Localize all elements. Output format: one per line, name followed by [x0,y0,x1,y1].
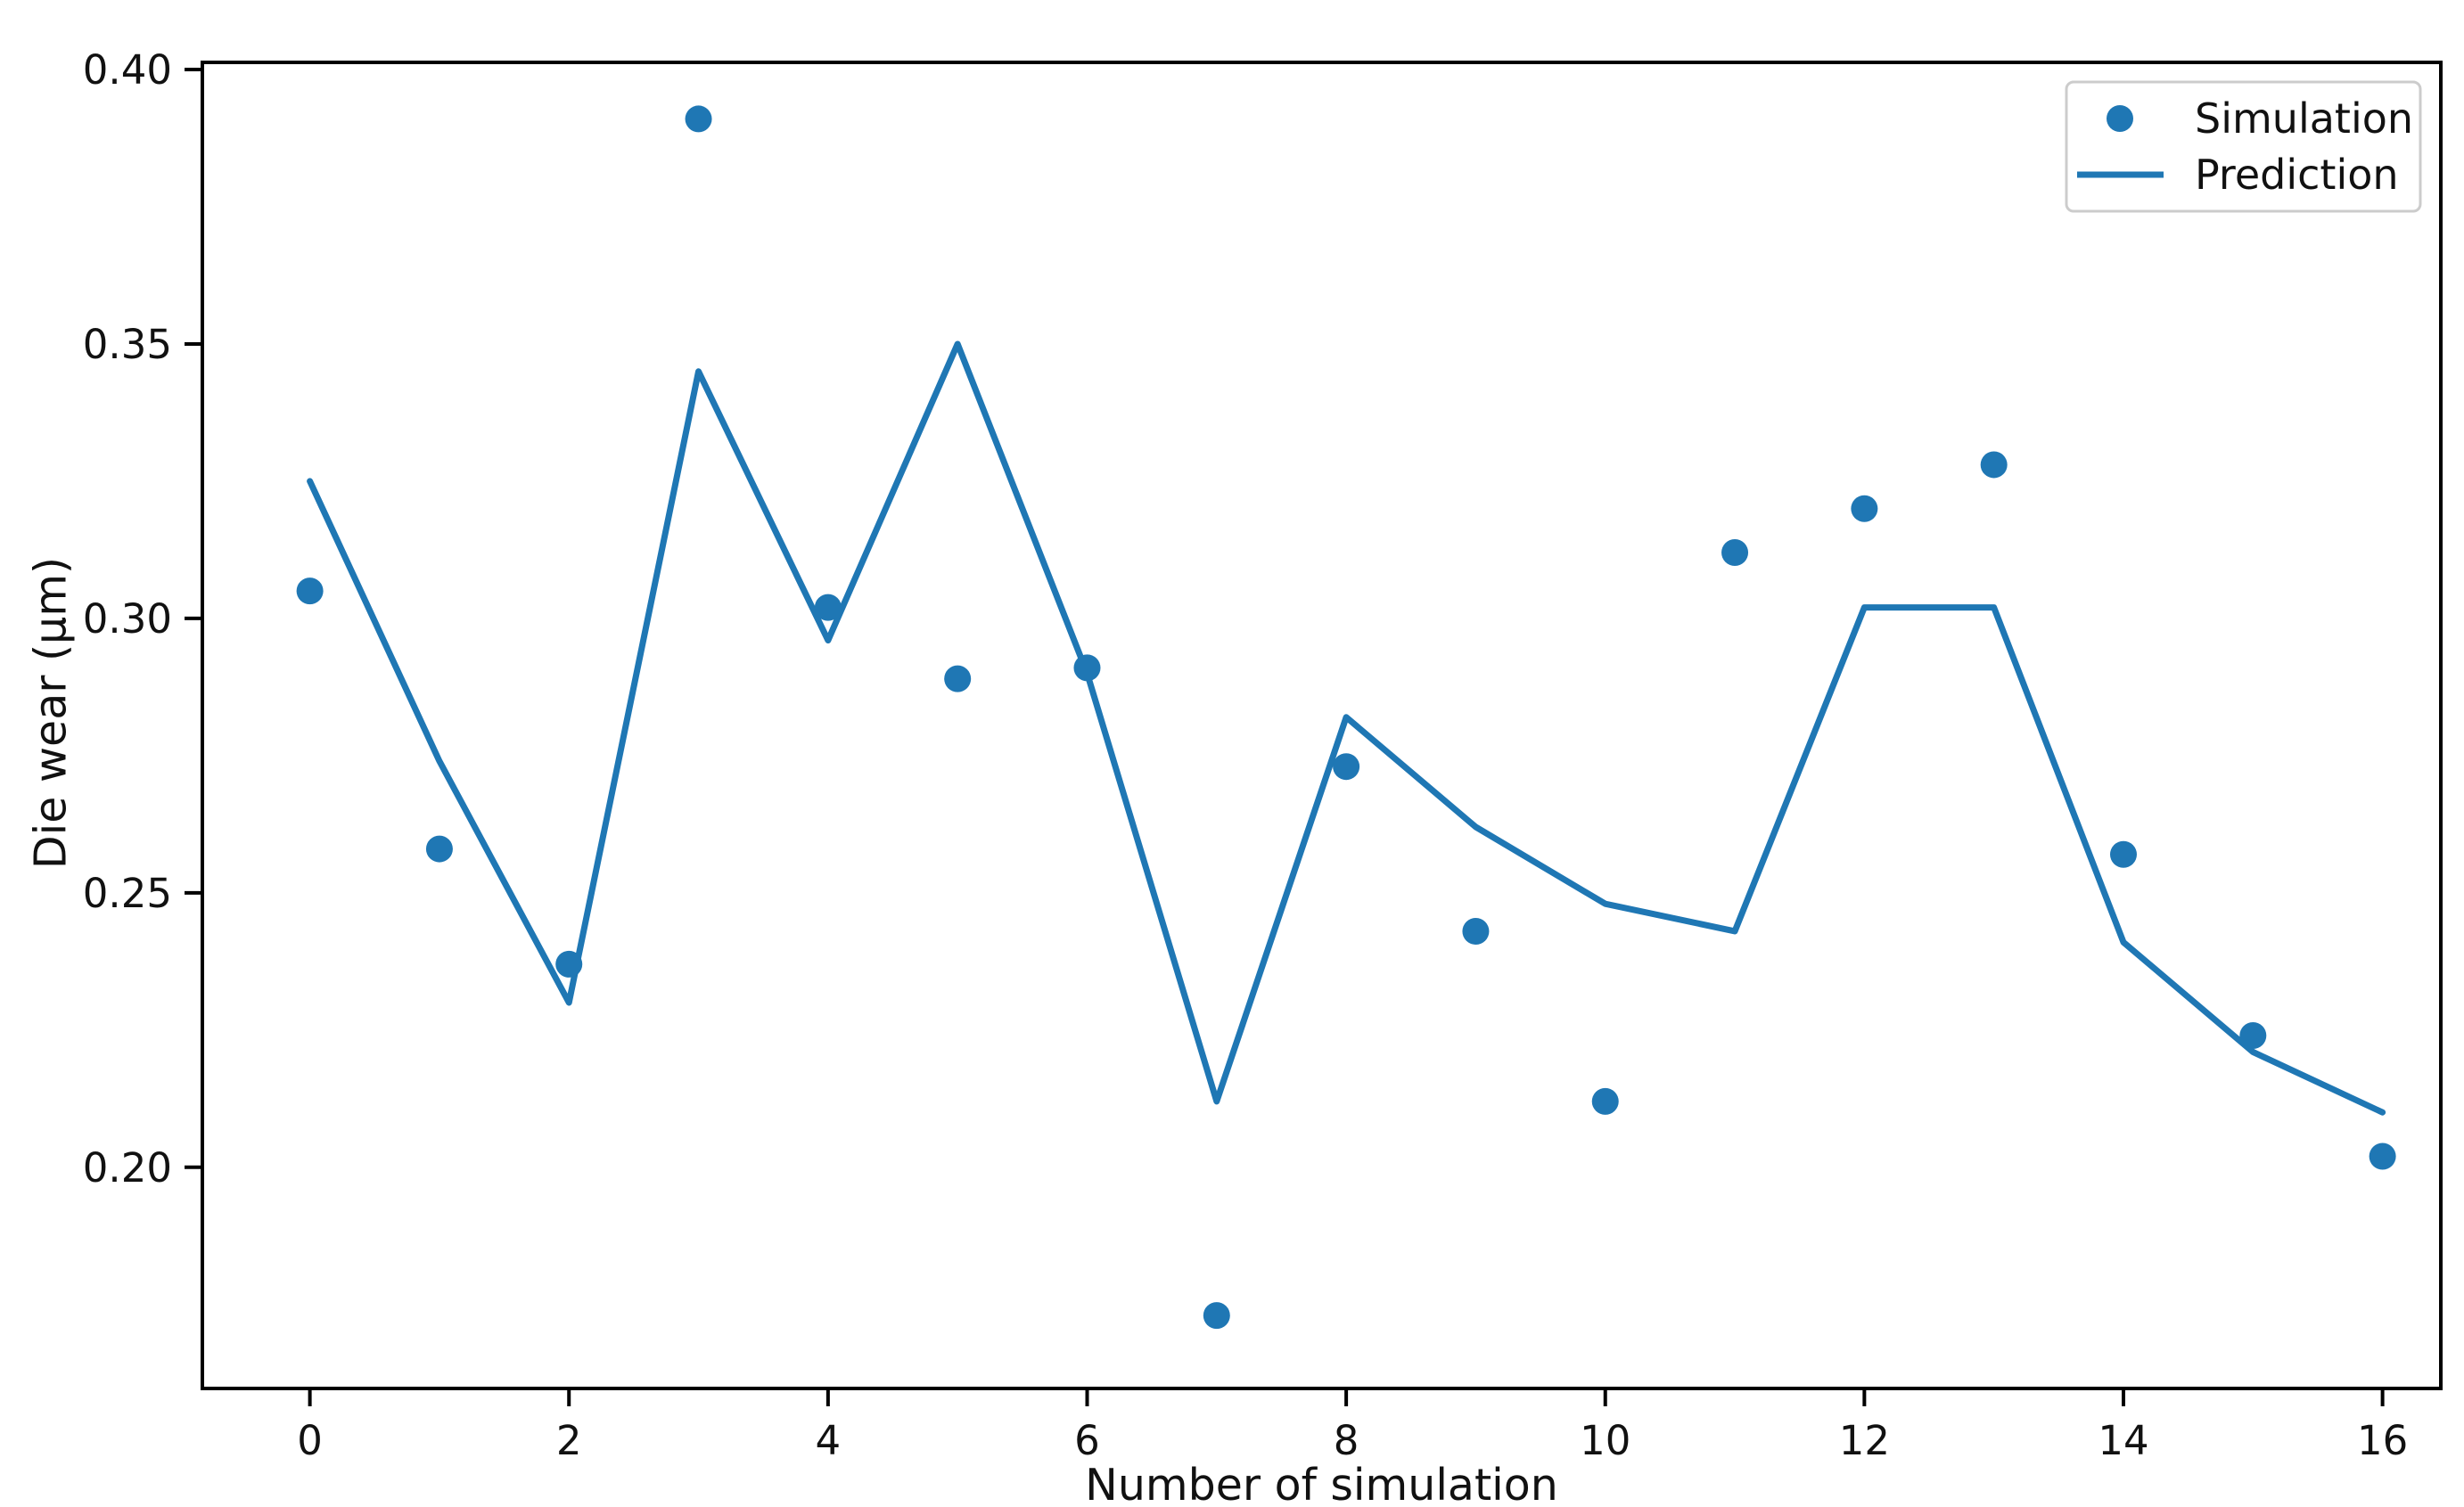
legend-marker-dot-icon [2107,105,2133,132]
x-tick-label: 2 [556,1417,582,1464]
x-tick-label: 16 [2357,1417,2408,1464]
y-tick-label: 0.25 [83,870,172,917]
simulation-point [944,665,972,692]
x-tick-label: 10 [1580,1417,1630,1464]
y-axis-label: Die wear (μm) [25,556,77,870]
x-tick-label: 4 [816,1417,842,1464]
y-tick-label: 0.35 [83,321,172,368]
simulation-point [1851,495,1878,522]
legend [2065,80,2422,213]
simulation-point [1721,538,1749,566]
simulation-point [2239,1021,2267,1049]
x-tick-label: 6 [1074,1417,1100,1464]
x-axis-label: Number of simulation [1085,1460,1558,1507]
y-tick-label: 0.30 [83,595,172,643]
simulation-point [1980,451,2008,479]
simulation-point [425,835,453,863]
legend-entry-label: Simulation [2195,94,2413,143]
simulation-point [2109,840,2137,868]
y-tick-label: 0.20 [83,1144,172,1192]
simulation-point [1462,917,1490,945]
simulation-point [1073,654,1101,682]
legend-entry-label: Prediction [2195,151,2399,199]
x-tick-label: 0 [297,1417,323,1464]
prediction-line [307,340,2386,1116]
simulation-point [296,577,324,605]
simulation-point [2369,1143,2396,1170]
simulation-point [555,950,583,978]
simulation-point [1203,1302,1230,1330]
x-tick-label: 12 [1839,1417,1890,1464]
simulation-point [685,105,712,133]
plot-frame [201,61,2443,1390]
x-tick-label: 14 [2098,1417,2148,1464]
x-tick-label: 8 [1334,1417,1359,1464]
simulation-point [1591,1087,1619,1115]
simulation-point [814,594,842,621]
simulation-point [1333,753,1360,781]
y-tick-label: 0.40 [83,46,172,94]
